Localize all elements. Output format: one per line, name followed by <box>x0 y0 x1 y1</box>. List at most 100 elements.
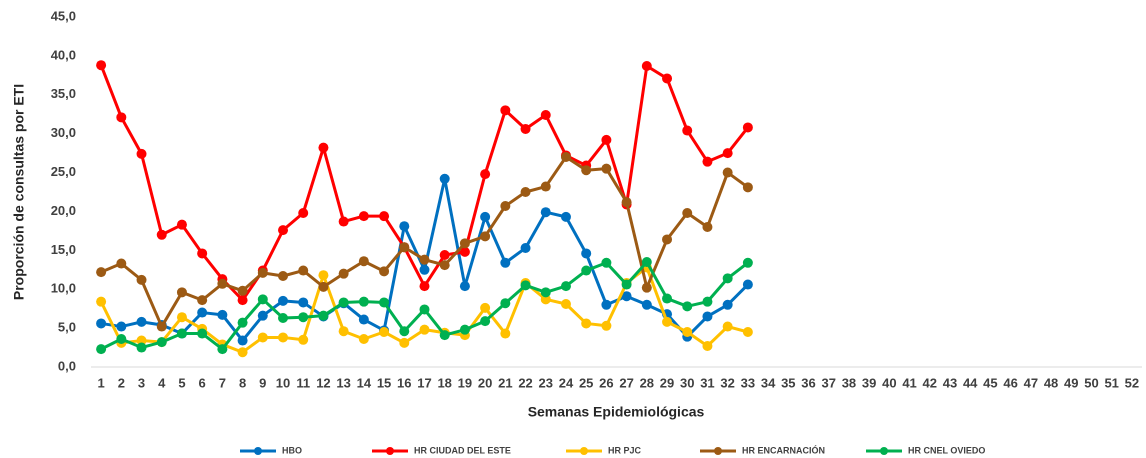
point <box>379 211 390 222</box>
point <box>702 222 713 232</box>
point <box>540 181 551 192</box>
point <box>742 257 753 268</box>
x-tick-label: 52 <box>1125 375 1139 390</box>
point <box>560 299 571 309</box>
point <box>419 324 430 335</box>
x-tick-label: 41 <box>902 375 916 390</box>
point <box>722 299 733 310</box>
point <box>500 105 511 116</box>
point <box>500 298 511 309</box>
point <box>176 287 187 298</box>
y-tick-label: 20,0 <box>51 203 76 218</box>
point <box>459 238 470 249</box>
point <box>399 337 410 348</box>
point <box>702 156 713 167</box>
point <box>136 274 147 285</box>
point <box>257 267 268 278</box>
point <box>338 268 349 279</box>
legend-label: HBO <box>282 445 302 455</box>
point <box>419 281 430 292</box>
point <box>96 60 107 71</box>
point <box>156 321 167 332</box>
x-tick-label: 40 <box>882 375 896 390</box>
point <box>176 312 187 323</box>
x-tick-label: 10 <box>276 375 290 390</box>
point <box>742 182 753 193</box>
point <box>318 142 329 153</box>
point <box>237 335 248 346</box>
y-axis-title: Proporción de consultas por ETI <box>11 84 27 300</box>
y-tick-label: 35,0 <box>51 86 76 101</box>
point <box>358 334 369 344</box>
point <box>419 264 430 275</box>
point <box>419 254 430 265</box>
point <box>459 281 470 292</box>
point <box>641 282 652 293</box>
point <box>338 297 349 308</box>
point <box>641 257 652 267</box>
point <box>156 337 167 348</box>
x-tick-label: 34 <box>761 375 776 390</box>
point <box>540 287 551 298</box>
point <box>601 134 612 145</box>
point <box>298 297 309 308</box>
point <box>480 316 491 327</box>
x-tick-label: 12 <box>316 375 330 390</box>
x-tick-label: 37 <box>821 375 835 390</box>
legend-marker <box>386 447 394 455</box>
point <box>480 211 491 222</box>
legend-label: HR CNEL OVIEDO <box>908 445 985 455</box>
x-tick-label: 42 <box>923 375 937 390</box>
x-tick-label: 8 <box>239 375 246 390</box>
point <box>358 296 369 307</box>
legend-marker <box>714 447 722 455</box>
point <box>500 328 511 339</box>
point <box>116 321 127 332</box>
point <box>520 243 531 253</box>
x-tick-label: 33 <box>741 375 755 390</box>
y-tick-label: 30,0 <box>51 125 76 140</box>
point <box>318 281 329 292</box>
point <box>338 326 349 337</box>
point <box>298 265 309 276</box>
x-tick-label: 23 <box>539 375 553 390</box>
point <box>358 314 369 325</box>
point <box>520 187 531 197</box>
point <box>439 250 450 260</box>
point <box>257 294 268 305</box>
point <box>197 328 208 339</box>
point <box>702 296 713 307</box>
point <box>702 341 713 351</box>
point <box>197 295 208 306</box>
point <box>278 295 289 306</box>
point <box>500 257 511 268</box>
x-axis-title: Semanas Epidemiológicas <box>528 404 705 420</box>
point <box>136 335 147 346</box>
x-tick-label: 13 <box>336 375 350 390</box>
point <box>96 267 107 278</box>
x-tick-label: 32 <box>720 375 734 390</box>
point <box>662 234 673 245</box>
point <box>581 265 592 276</box>
x-tick-label: 20 <box>478 375 492 390</box>
point <box>237 347 248 358</box>
x-tick-label: 44 <box>963 375 978 390</box>
point <box>217 344 228 355</box>
point <box>298 208 309 218</box>
x-tick-label: 30 <box>680 375 694 390</box>
point <box>621 279 632 290</box>
point <box>520 280 531 291</box>
legend-label: HR PJC <box>608 445 642 455</box>
point <box>176 328 187 339</box>
point <box>399 221 410 232</box>
x-tick-label: 18 <box>437 375 451 390</box>
legend-marker <box>880 447 888 455</box>
x-tick-label: 16 <box>397 375 411 390</box>
y-tick-label: 40,0 <box>51 47 76 62</box>
x-tick-label: 21 <box>498 375 512 390</box>
x-tick-label: 22 <box>518 375 532 390</box>
point <box>237 285 248 296</box>
point <box>621 197 632 208</box>
point <box>581 318 592 329</box>
